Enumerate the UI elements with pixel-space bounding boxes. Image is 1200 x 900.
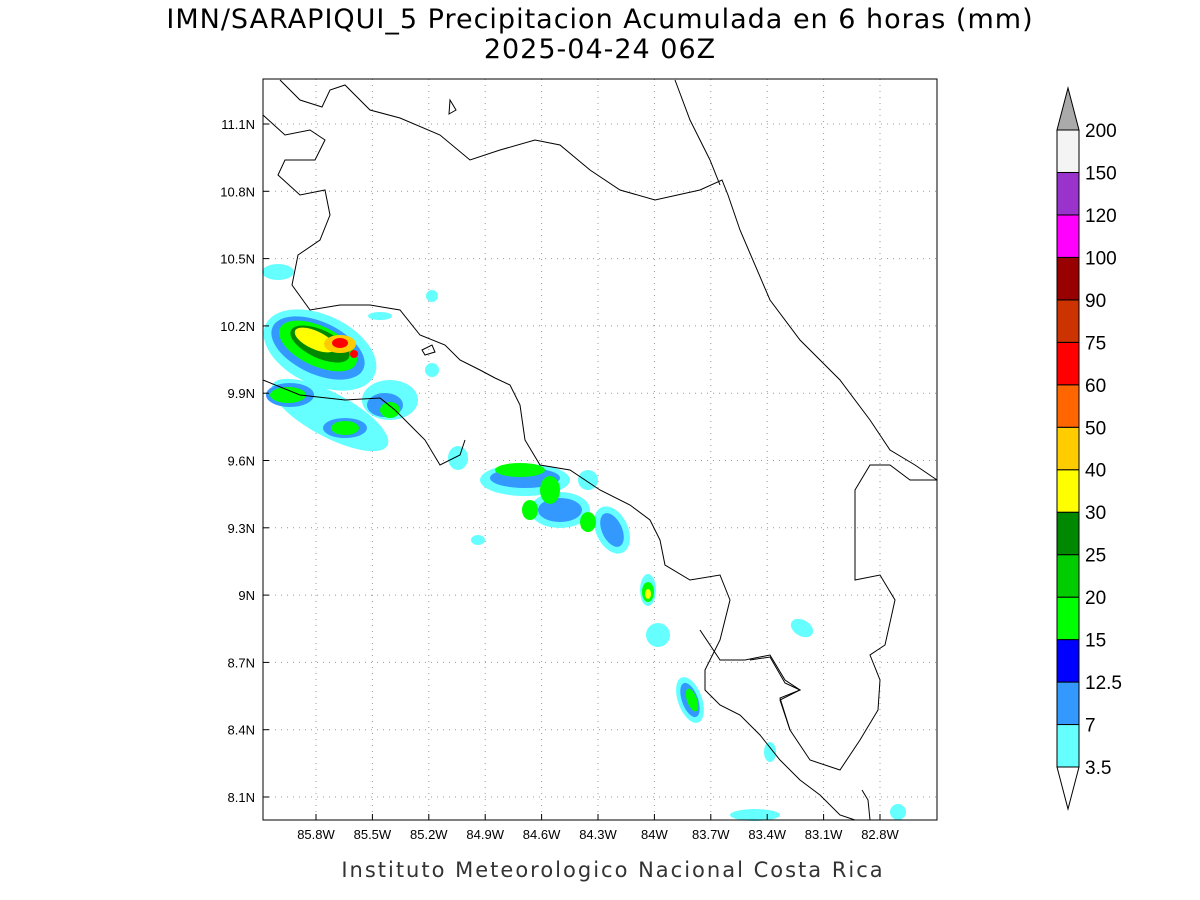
- lon-tick-label: 83.4W: [748, 827, 786, 842]
- colorbar-swatch: [1056, 256, 1080, 301]
- lon-tick-label: 84.6W: [523, 827, 561, 842]
- lat-tick-label: 9N: [238, 588, 255, 603]
- colorbar-swatch: [1056, 511, 1080, 556]
- colorbar-label: 25: [1085, 546, 1106, 567]
- coastlines: [262, 79, 938, 821]
- colorbar-swatch: [1056, 596, 1080, 641]
- lat-tick-label: 11.1N: [221, 117, 255, 132]
- colorbar-swatch: [1056, 639, 1080, 683]
- colorbar-label: 30: [1085, 503, 1106, 524]
- colorbar-label: 50: [1085, 418, 1106, 439]
- colorbar-label: 150: [1085, 163, 1117, 184]
- colorbar-label: 100: [1085, 248, 1117, 269]
- lat-tick-label: 8.1N: [228, 790, 255, 805]
- colorbar-label: 90: [1085, 291, 1106, 312]
- lon-tick-label: 85.2W: [410, 827, 448, 842]
- colorbar-label: 40: [1085, 461, 1106, 482]
- lat-tick-label: 9.6N: [228, 454, 255, 469]
- lat-tick-label: 9.9N: [228, 386, 255, 401]
- colorbar-swatch: [1056, 129, 1080, 173]
- colorbar-swatch: [1056, 214, 1080, 258]
- colorbar-swatch: [1056, 426, 1080, 471]
- subtitle: 2025-04-24 06Z: [484, 34, 716, 65]
- colorbar-label: 20: [1085, 588, 1106, 609]
- lat-tick-label: 9.3N: [228, 521, 255, 536]
- colorbar-label: 7: [1085, 716, 1096, 737]
- lon-tick-label: 85.8W: [297, 827, 335, 842]
- map-frame: [262, 78, 938, 821]
- lon-tick-label: 82.8W: [861, 827, 899, 842]
- precipitation: [262, 264, 906, 821]
- colorbar-below: [1056, 766, 1080, 811]
- colorbar-swatch: [1056, 299, 1080, 343]
- lon-tick-label: 84W: [641, 827, 668, 842]
- colorbar-swatch: [1056, 171, 1080, 216]
- lat-tick-label: 8.7N: [228, 655, 255, 670]
- colorbar-above: [1056, 86, 1080, 131]
- lon-tick-label: 84.3W: [579, 827, 617, 842]
- lat-tick-label: 10.5N: [220, 252, 255, 267]
- lon-tick-label: 83.7W: [692, 827, 730, 842]
- colorbar-swatch: [1056, 384, 1080, 428]
- colorbar-label: 3.5: [1085, 758, 1111, 779]
- colorbar-swatch: [1056, 554, 1080, 598]
- colorbar-label: 60: [1085, 376, 1106, 397]
- lon-tick-label: 83.1W: [805, 827, 843, 842]
- footer: Instituto Meteorologico Nacional Costa R…: [341, 858, 884, 882]
- colorbar-label: 120: [1085, 206, 1117, 227]
- lon-tick-label: 84.9W: [466, 827, 504, 842]
- lat-tick-label: 10.8N: [220, 184, 255, 199]
- lat-tick-label: 10.2N: [220, 319, 255, 334]
- colorbar-swatch: [1056, 341, 1080, 386]
- lat-tick-label: 8.4N: [228, 723, 255, 738]
- axis-ticks: 11.1N 10.8N 10.5N 10.2N 9.9N 9.6N 9.3N 9N 8.7N 8.…: [220, 117, 899, 842]
- colorbar-label: 15: [1085, 631, 1106, 652]
- lon-tick-label: 85.5W: [354, 827, 392, 842]
- colorbar-swatch: [1056, 469, 1080, 513]
- colorbar-label: 12.5: [1085, 673, 1122, 694]
- colorbar-label: 200: [1085, 121, 1117, 142]
- colorbar-label: 75: [1085, 333, 1106, 354]
- colorbar: 3.5 7 12.5 15 20 25 30 40 50 60 75 90 100 120 150 200: [1056, 86, 1122, 811]
- colorbar-swatch: [1056, 724, 1080, 768]
- colorbar-swatch: [1056, 681, 1080, 726]
- title: IMN/SARAPIQUI_5 Precipitacion Acumulada …: [166, 4, 1033, 35]
